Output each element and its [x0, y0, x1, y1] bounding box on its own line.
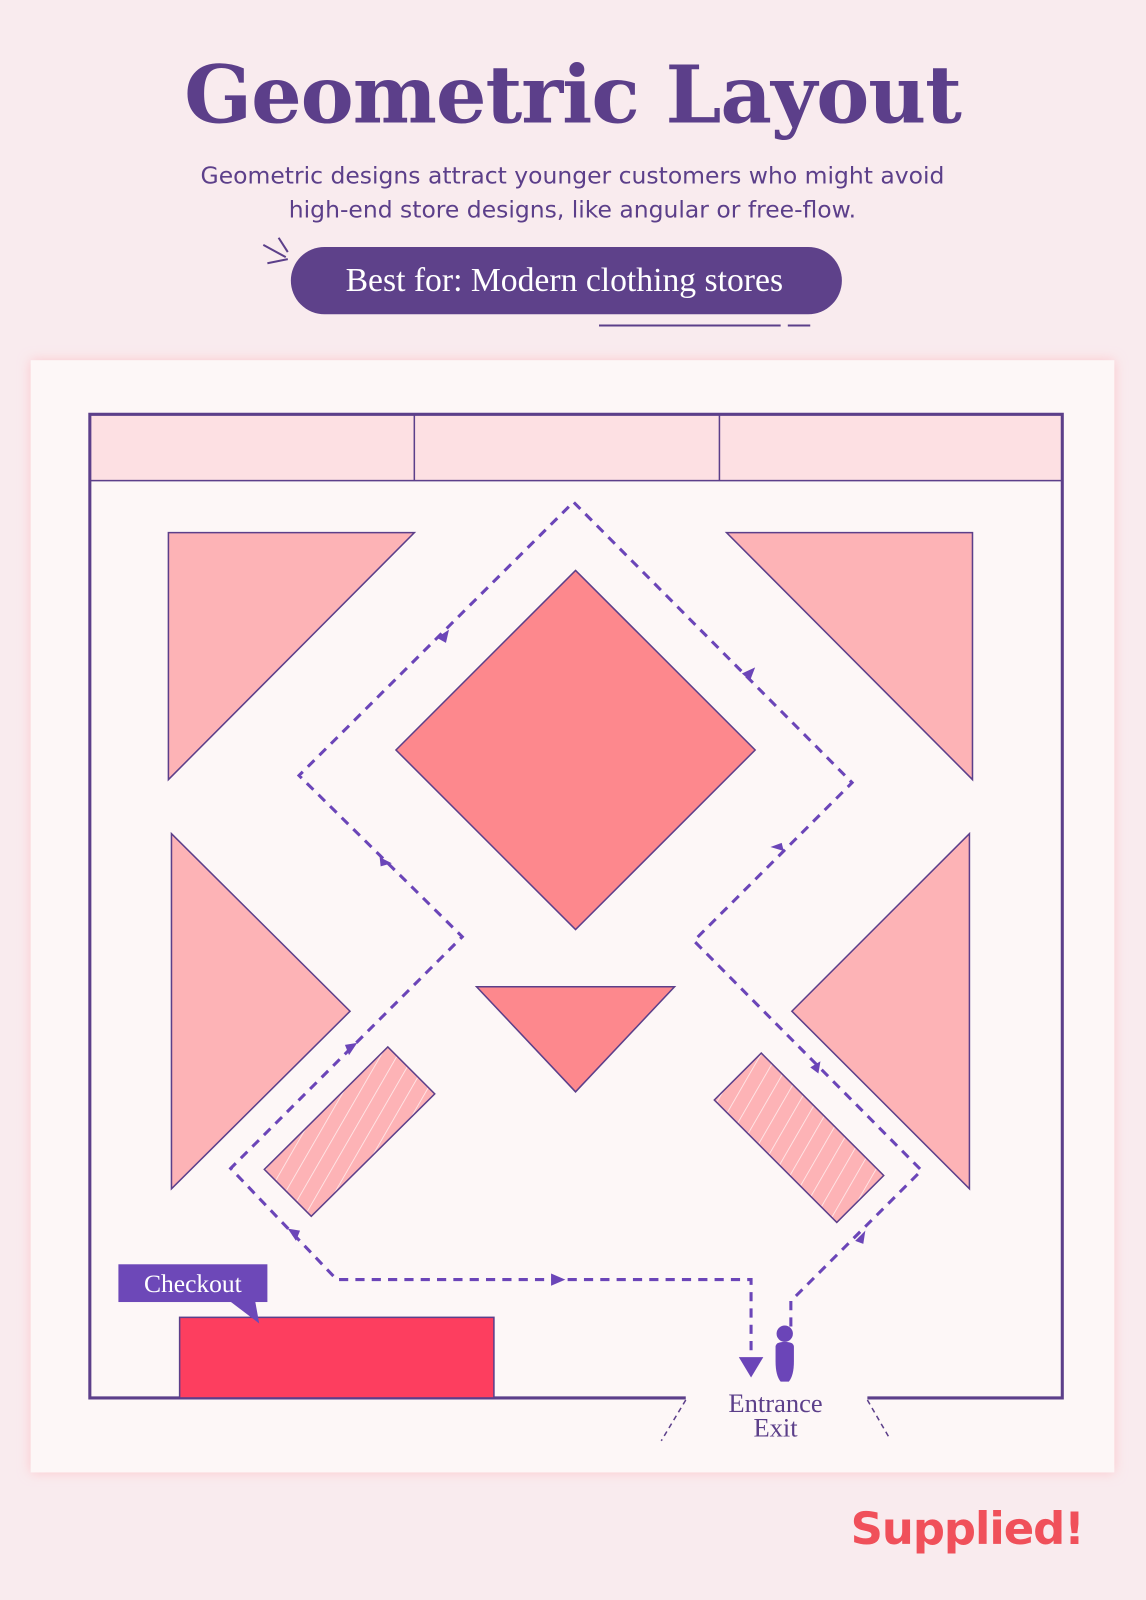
exit-label: Exit [753, 1413, 798, 1443]
supplied-logo: Supplied! [851, 1502, 1084, 1555]
checkout-counter [178, 1316, 495, 1399]
triangle-display-top-right [724, 531, 974, 782]
triangle-display-top-left [167, 531, 417, 782]
subtitle-line-2: high-end store designs, like angular or … [289, 195, 856, 223]
sparkle-icon [262, 237, 289, 265]
subtitle-line-1: Geometric designs attract younger custom… [201, 162, 945, 190]
customer-path [228, 499, 924, 1358]
person-icon [775, 1325, 794, 1382]
diamond-display-center [394, 569, 757, 931]
checkout-label: Checkout [144, 1269, 242, 1298]
door-lines [660, 1399, 891, 1442]
triangle-display-right [790, 831, 971, 1191]
entrance-label: Entrance [728, 1388, 822, 1418]
direction-arrow-icon [287, 629, 866, 1378]
checkout-tag: Checkout [118, 1264, 268, 1324]
wall-shelving [89, 413, 1064, 482]
triangle-display-left [170, 831, 352, 1191]
best-for-text: Best for: Modern clothing stores [346, 262, 783, 299]
hatched-table-left [263, 1045, 436, 1218]
best-for-badge [290, 246, 842, 315]
hatched-table-right [713, 1051, 885, 1224]
triangle-display-small [474, 985, 677, 1093]
page-title: Geometric Layout [184, 47, 962, 141]
